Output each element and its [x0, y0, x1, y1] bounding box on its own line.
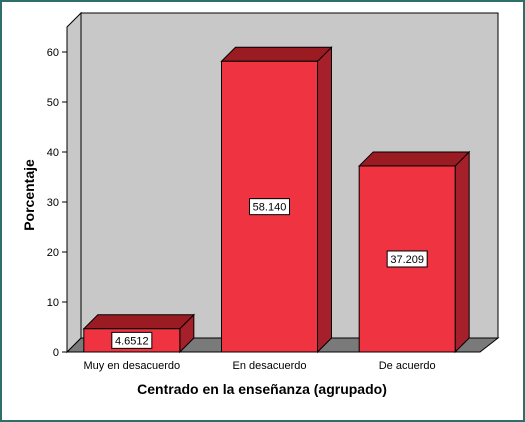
- data-label: 37.209: [390, 254, 424, 266]
- data-label-box: [249, 198, 290, 216]
- bar-top: [220, 46, 333, 62]
- y-axis-title: Porcentaje: [21, 159, 37, 231]
- y-tick-label: 40: [47, 147, 59, 159]
- bar-top: [357, 151, 471, 167]
- plot-side-wall: [66, 11, 82, 354]
- y-axis: 0 10 20 30 40 50 60: [47, 11, 480, 359]
- data-labels: 4.6512 Muy en desacuerdo 58.140 En desacuer…: [84, 198, 436, 372]
- x-tick-label: De acuerdo: [379, 360, 436, 372]
- y-tick-label: 30: [47, 197, 59, 209]
- x-axis-title: Centrado en la enseñanza (agrupado): [137, 381, 387, 397]
- y-tick-label: 20: [47, 247, 59, 259]
- y-tick-label: 10: [47, 297, 59, 309]
- bar-side: [317, 46, 332, 354]
- data-label: 4.6512: [115, 335, 149, 347]
- data-label-box: [111, 331, 153, 349]
- y-tick-label: 0: [53, 347, 59, 359]
- x-tick-label: En desacuerdo: [233, 360, 307, 372]
- data-label: 58.140: [253, 202, 287, 214]
- y-tick-label: 60: [47, 47, 59, 59]
- bars: [82, 46, 471, 354]
- bar: [357, 150, 471, 354]
- x-tick-label: Muy en desacuerdo: [84, 360, 181, 372]
- data-label-box: [386, 250, 428, 268]
- y-tick-label: 50: [47, 97, 59, 109]
- bar-side: [454, 150, 470, 354]
- bar-top: [82, 314, 196, 330]
